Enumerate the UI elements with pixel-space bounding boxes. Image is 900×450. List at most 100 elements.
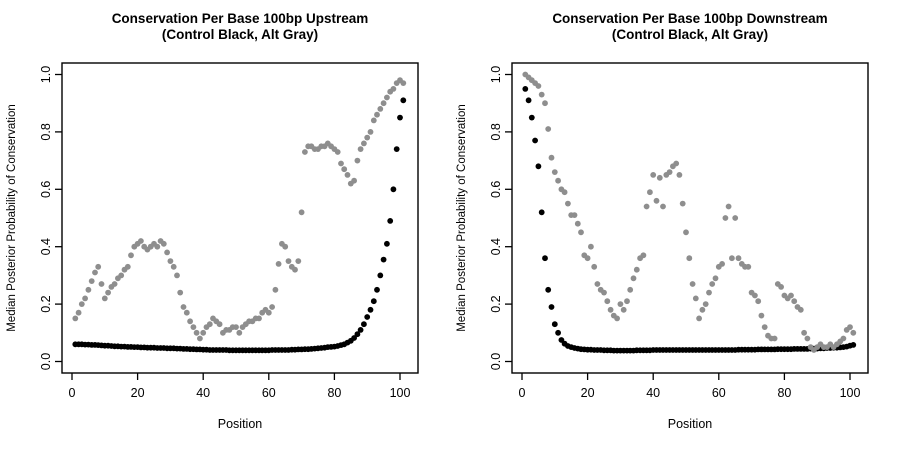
data-point-control <box>532 137 538 144</box>
data-point-alt <box>361 140 367 147</box>
data-point-control <box>525 97 532 104</box>
data-point-alt <box>584 255 591 262</box>
data-point-control <box>555 329 561 336</box>
data-point-alt <box>729 255 735 262</box>
data-point-alt <box>709 281 716 287</box>
data-point-control <box>535 163 542 170</box>
data-point-alt <box>840 335 847 342</box>
x-tick-label: 80 <box>327 386 341 400</box>
data-point-alt <box>206 321 213 328</box>
data-point-alt <box>190 324 197 330</box>
x-tick-label: 40 <box>646 386 660 400</box>
x-tick-label: 100 <box>840 386 861 400</box>
data-point-control <box>377 272 384 279</box>
data-point-alt <box>105 289 111 296</box>
data-point-alt <box>216 321 223 328</box>
data-point-alt <box>797 306 804 313</box>
data-point-alt <box>761 324 768 330</box>
data-point-alt <box>197 335 203 342</box>
data-point-alt <box>124 263 131 270</box>
data-point-alt <box>847 324 853 330</box>
data-point-alt <box>374 111 380 118</box>
data-point-alt <box>627 286 634 293</box>
data-point-alt <box>400 80 407 86</box>
x-tick-label: 40 <box>196 386 210 400</box>
data-point-alt <box>377 106 384 112</box>
data-point-alt <box>160 240 167 247</box>
data-point-alt <box>177 289 184 296</box>
data-point-alt <box>650 172 657 178</box>
data-point-alt <box>745 263 752 270</box>
data-point-alt <box>354 157 361 164</box>
data-point-alt <box>732 215 739 221</box>
data-point-alt <box>607 306 614 313</box>
data-point-alt <box>111 281 118 287</box>
data-point-alt <box>98 281 105 287</box>
data-point-control <box>393 146 400 153</box>
data-point-alt <box>624 298 630 305</box>
data-point-alt <box>118 272 125 279</box>
upstream-title-line1: Conservation Per Base 100bp Upstream <box>112 11 369 26</box>
data-point-alt <box>788 292 794 299</box>
data-point-alt <box>174 272 180 279</box>
downstream-title-line1: Conservation Per Base 100bp Downstream <box>552 11 827 26</box>
data-point-alt <box>588 243 594 250</box>
data-point-alt <box>128 252 134 259</box>
data-point-alt <box>719 261 725 267</box>
x-tick-label: 60 <box>262 386 276 400</box>
data-point-alt <box>548 154 555 161</box>
data-point-alt <box>850 329 857 336</box>
y-tick-label: 0.0 <box>489 353 503 370</box>
y-tick-label: 0.4 <box>489 238 503 255</box>
data-point-alt <box>699 306 706 313</box>
data-point-alt <box>666 169 673 176</box>
downstream-panel-border <box>511 62 869 374</box>
y-tick-label: 0.2 <box>489 295 503 312</box>
data-point-control <box>380 256 387 263</box>
data-point-alt <box>722 215 729 221</box>
data-point-alt <box>82 295 88 302</box>
data-point-alt <box>689 281 696 287</box>
data-point-alt <box>640 252 647 259</box>
upstream-axes-ticks: 0 20 40 60 80 100 0.0 0.2 0.4 0.6 0.8 1.0 <box>39 66 410 400</box>
data-point-alt <box>390 86 397 92</box>
data-point-alt <box>643 203 650 210</box>
data-point-alt <box>298 209 305 216</box>
data-point-alt <box>269 304 275 310</box>
data-point-alt <box>551 169 558 176</box>
data-point-alt <box>292 266 298 273</box>
data-point-alt <box>538 91 545 98</box>
data-point-control <box>374 286 380 293</box>
data-point-alt <box>256 315 262 322</box>
x-tick-label: 60 <box>712 386 726 400</box>
data-point-alt <box>565 200 571 207</box>
y-tick-label: 0.0 <box>39 353 53 370</box>
data-point-alt <box>752 292 758 299</box>
data-point-control <box>361 321 367 328</box>
data-point-alt <box>561 189 568 196</box>
data-point-alt <box>233 324 239 330</box>
data-point-alt <box>367 129 374 135</box>
data-point-alt <box>601 289 607 296</box>
data-point-alt <box>370 117 377 124</box>
data-point-alt <box>545 126 552 132</box>
data-point-control <box>522 86 529 92</box>
data-point-alt <box>295 258 302 264</box>
x-tick-label: 0 <box>519 386 526 400</box>
upstream-panel-border <box>61 62 419 374</box>
data-point-alt <box>578 229 584 236</box>
upstream-x-axis-label: Position <box>218 417 263 431</box>
data-point-alt <box>92 269 98 276</box>
data-point-control <box>542 255 548 262</box>
data-point-alt <box>183 309 190 316</box>
data-point-alt <box>653 197 660 204</box>
data-point-alt <box>187 318 194 325</box>
data-point-alt <box>167 258 174 264</box>
x-tick-label: 0 <box>69 386 76 400</box>
downstream-axes-ticks: 0 20 40 60 80 100 0.0 0.2 0.4 0.6 0.8 1.0 <box>489 66 860 400</box>
data-point-control <box>384 240 390 247</box>
data-point-alt <box>265 309 272 316</box>
data-point-alt <box>535 83 542 89</box>
